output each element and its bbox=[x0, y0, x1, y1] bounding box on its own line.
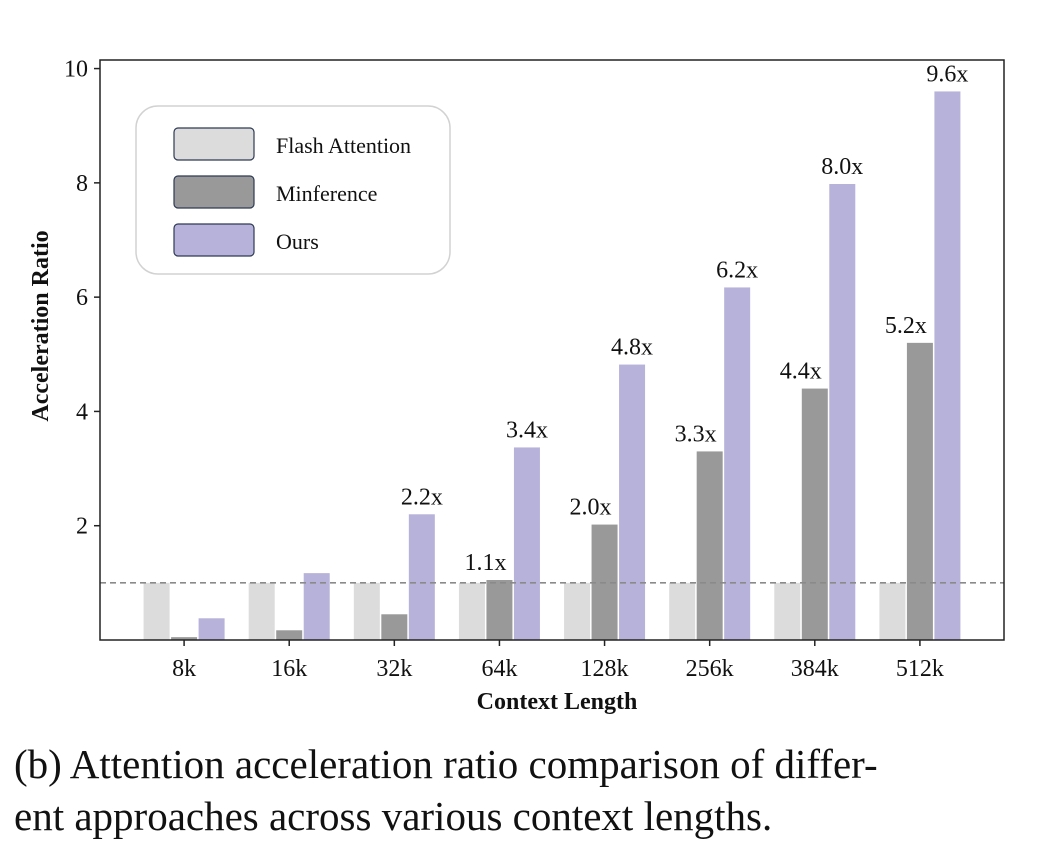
caption-line-2: ent approaches across various context le… bbox=[14, 793, 773, 839]
bar-ours-16k bbox=[303, 573, 330, 640]
y-tick-label-6: 6 bbox=[76, 285, 88, 311]
bar-flash-attention-64k bbox=[458, 582, 485, 640]
bar-flash-attention-256k bbox=[669, 582, 696, 640]
caption-line-1: (b) Attention acceleration ratio compari… bbox=[14, 741, 878, 787]
x-tick-label-512k: 512k bbox=[896, 656, 944, 682]
legend-label-minference: Minference bbox=[276, 181, 377, 206]
legend-label-ours: Ours bbox=[276, 229, 319, 254]
x-axis-title: Context Length bbox=[477, 689, 638, 715]
bar-ours-512k bbox=[934, 91, 961, 640]
x-tick-label-256k: 256k bbox=[686, 656, 734, 682]
x-tick-label-64k: 64k bbox=[481, 656, 517, 682]
bar-minference-384k bbox=[801, 388, 828, 640]
data-label-ours-128k: 4.8x bbox=[611, 335, 653, 361]
bar-ours-8k bbox=[198, 618, 225, 640]
bar-ours-128k bbox=[619, 364, 646, 640]
y-tick-label-4: 4 bbox=[76, 399, 88, 425]
data-label-ours-64k: 3.4x bbox=[506, 417, 548, 443]
x-tick-label-32k: 32k bbox=[376, 656, 412, 682]
bar-ours-64k bbox=[513, 447, 540, 640]
data-label-minference-384k: 4.4x bbox=[780, 359, 822, 385]
x-tick-label-384k: 384k bbox=[791, 656, 839, 682]
figure-caption: (b) Attention acceleration ratio compari… bbox=[14, 738, 1044, 842]
bar-ours-384k bbox=[829, 184, 856, 640]
legend-swatch-ours bbox=[173, 223, 255, 257]
bar-minference-64k bbox=[486, 580, 513, 640]
bar-flash-attention-128k bbox=[564, 582, 591, 640]
bar-flash-attention-8k bbox=[143, 582, 170, 640]
bar-ours-32k bbox=[408, 514, 435, 640]
y-tick-label-8: 8 bbox=[76, 171, 88, 197]
bar-minference-16k bbox=[276, 630, 303, 640]
legend-label-flash-attention: Flash Attention bbox=[276, 133, 411, 158]
data-label-minference-64k: 1.1x bbox=[464, 550, 506, 576]
data-label-ours-256k: 6.2x bbox=[716, 257, 758, 283]
data-label-minference-256k: 3.3x bbox=[675, 421, 717, 447]
x-tick-label-128k: 128k bbox=[581, 656, 629, 682]
data-label-ours-384k: 8.0x bbox=[821, 154, 863, 180]
plot-area: 2 4 6 8 10 8k 16k 32k 64k 128k 256k 384k 512k 2.2x 1.1… bbox=[64, 57, 1005, 682]
bar-minference-512k bbox=[906, 342, 933, 640]
bar-minference-8k bbox=[171, 637, 198, 640]
bar-ours-256k bbox=[724, 287, 751, 640]
x-tick-label-8k: 8k bbox=[172, 656, 196, 682]
bar-flash-attention-512k bbox=[879, 582, 906, 640]
acceleration-bar-chart: 2 4 6 8 10 8k 16k 32k 64k 128k 256k 384k 512k 2.2x 1.1… bbox=[28, 57, 1005, 715]
legend-swatch-flash-attention bbox=[173, 127, 255, 161]
bar-flash-attention-384k bbox=[774, 582, 801, 640]
plot-frame bbox=[99, 59, 1005, 641]
bar-minference-256k bbox=[696, 451, 723, 640]
data-label-minference-512k: 5.2x bbox=[885, 313, 927, 339]
legend-swatch-minference bbox=[173, 175, 255, 209]
y-axis-title: Acceleration Ratio bbox=[28, 230, 54, 421]
data-label-ours-32k: 2.2x bbox=[401, 484, 443, 510]
data-label-ours-512k: 9.6x bbox=[926, 61, 968, 87]
x-tick-label-16k: 16k bbox=[271, 656, 307, 682]
bar-flash-attention-16k bbox=[248, 582, 275, 640]
bar-minference-32k bbox=[381, 614, 408, 640]
data-label-minference-128k: 2.0x bbox=[570, 495, 612, 521]
y-tick-label-10: 10 bbox=[64, 57, 88, 83]
y-tick-label-2: 2 bbox=[76, 514, 88, 540]
bar-flash-attention-32k bbox=[353, 582, 380, 640]
